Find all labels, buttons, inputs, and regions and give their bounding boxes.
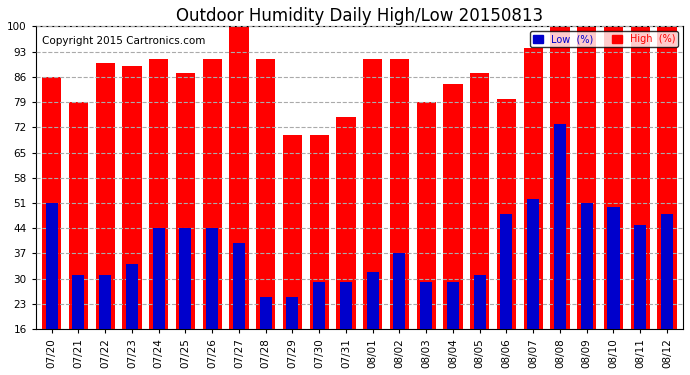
Bar — [444, 84, 462, 375]
Bar — [179, 228, 191, 375]
Bar — [42, 77, 61, 375]
Bar — [420, 282, 432, 375]
Bar — [417, 102, 436, 375]
Bar — [122, 66, 141, 375]
Bar — [152, 228, 165, 375]
Bar — [340, 282, 352, 375]
Bar — [390, 59, 409, 375]
Bar — [527, 200, 540, 375]
Bar — [634, 225, 647, 375]
Bar — [551, 27, 570, 375]
Bar — [256, 59, 275, 375]
Bar — [497, 99, 516, 375]
Bar — [447, 282, 459, 375]
Bar — [176, 74, 195, 375]
Bar — [607, 207, 620, 375]
Bar — [72, 275, 84, 375]
Bar — [554, 124, 566, 375]
Bar — [474, 275, 486, 375]
Bar — [233, 243, 245, 375]
Bar — [310, 135, 329, 375]
Text: Copyright 2015 Cartronics.com: Copyright 2015 Cartronics.com — [42, 36, 206, 46]
Bar — [393, 254, 406, 375]
Bar — [69, 102, 88, 375]
Bar — [470, 74, 489, 375]
Bar — [286, 297, 299, 375]
Legend: Low  (%), High  (%): Low (%), High (%) — [530, 32, 678, 47]
Bar — [203, 59, 221, 375]
Bar — [126, 264, 138, 375]
Bar — [46, 203, 58, 375]
Bar — [604, 27, 623, 375]
Bar — [283, 135, 302, 375]
Bar — [581, 203, 593, 375]
Bar — [366, 272, 379, 375]
Bar — [658, 27, 677, 375]
Title: Outdoor Humidity Daily High/Low 20150813: Outdoor Humidity Daily High/Low 20150813 — [176, 7, 543, 25]
Bar — [500, 214, 513, 375]
Bar — [149, 59, 168, 375]
Bar — [363, 59, 382, 375]
Bar — [313, 282, 325, 375]
Bar — [661, 214, 673, 375]
Bar — [95, 63, 115, 375]
Bar — [524, 48, 543, 375]
Bar — [99, 275, 111, 375]
Bar — [206, 228, 218, 375]
Bar — [229, 27, 248, 375]
Bar — [631, 27, 650, 375]
Bar — [336, 117, 355, 375]
Bar — [577, 27, 596, 375]
Bar — [259, 297, 272, 375]
